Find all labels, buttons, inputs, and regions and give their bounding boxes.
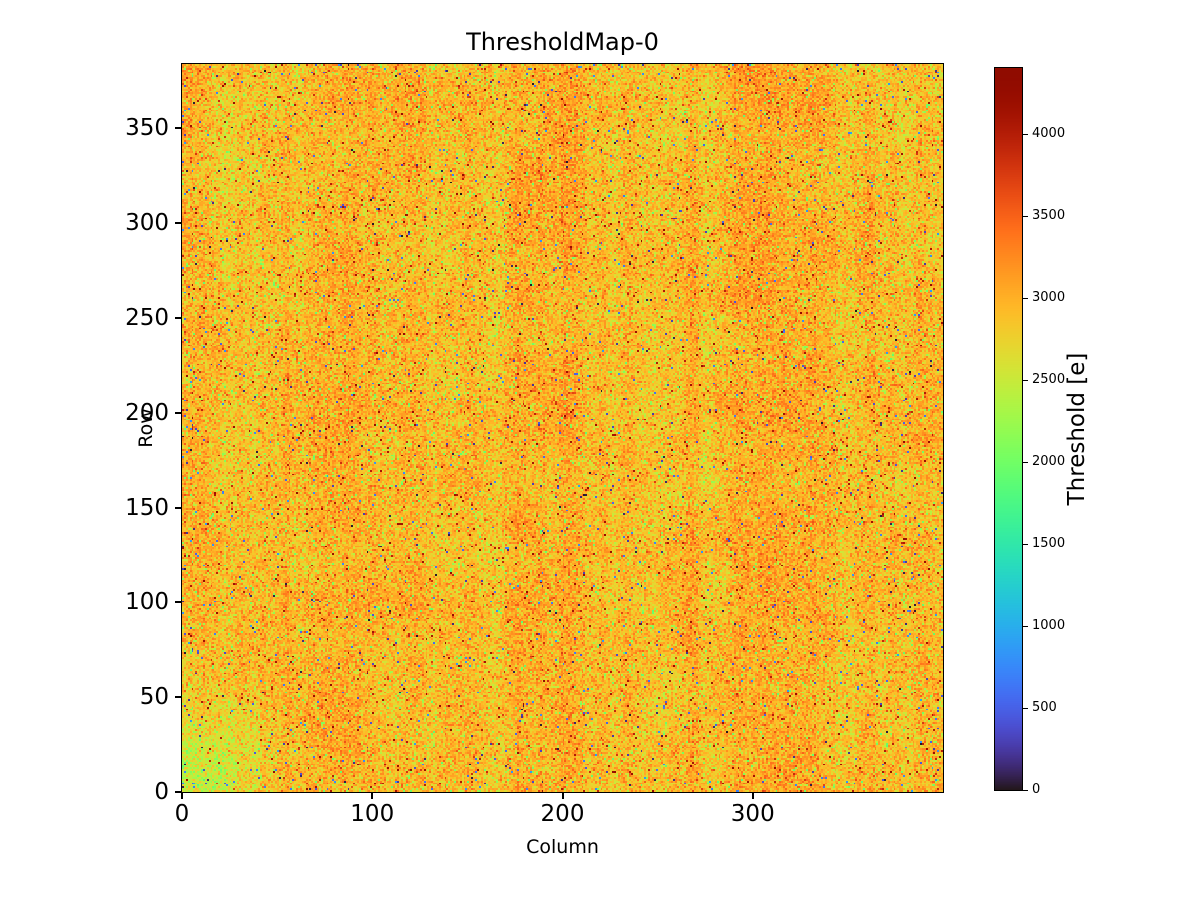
colorbar-tick-mark <box>1022 707 1028 709</box>
colorbar-tick-label: 3500 <box>1032 207 1066 223</box>
y-tick-mark <box>175 506 182 509</box>
colorbar-tick-label: 4000 <box>1032 125 1066 141</box>
y-tick-label: 50 <box>139 684 169 711</box>
y-tick-label: 250 <box>125 305 169 332</box>
colorbar-tick-mark <box>1022 625 1028 627</box>
colorbar-tick-label: 2500 <box>1032 371 1066 387</box>
y-tick-mark <box>175 791 182 793</box>
colorbar-tick-mark <box>1022 461 1028 463</box>
x-tick-label: 0 <box>174 801 190 827</box>
colorbar-label: Threshold [e] <box>1064 352 1090 506</box>
x-tick-mark <box>561 792 564 799</box>
y-tick-label: 300 <box>125 210 169 237</box>
y-tick-label: 0 <box>154 779 169 805</box>
x-tick-label: 100 <box>350 801 395 827</box>
colorbar-tick-mark <box>1022 297 1028 299</box>
y-tick-mark <box>175 127 182 130</box>
y-tick-mark <box>175 411 182 414</box>
y-tick-mark <box>175 222 182 225</box>
x-tick-label: 200 <box>540 801 585 827</box>
y-tick-label: 100 <box>125 589 169 616</box>
y-tick-label: 150 <box>125 494 169 521</box>
colorbar-tick-label: 3000 <box>1032 289 1066 305</box>
colorbar-tick-mark <box>1022 379 1028 381</box>
x-tick-label: 300 <box>730 801 775 827</box>
colorbar-tick-label: 500 <box>1032 699 1057 715</box>
x-tick-mark <box>181 792 183 799</box>
heatmap-image <box>181 63 944 793</box>
y-axis-label: Row <box>135 408 157 448</box>
colorbar-tick-label: 1500 <box>1032 535 1066 551</box>
colorbar <box>994 67 1023 791</box>
colorbar-tick-label: 1000 <box>1032 617 1066 633</box>
chart-title: ThresholdMap-0 <box>466 28 659 56</box>
y-tick-mark <box>175 601 182 604</box>
x-axis-label: Column <box>526 836 599 858</box>
colorbar-tick-label: 0 <box>1032 782 1041 797</box>
colorbar-tick-mark <box>1022 790 1028 791</box>
x-tick-mark <box>751 792 754 799</box>
y-tick-mark <box>175 317 182 320</box>
colorbar-tick-mark <box>1022 215 1028 217</box>
y-tick-label: 350 <box>125 115 169 142</box>
y-tick-mark <box>175 696 182 699</box>
colorbar-tick-label: 2000 <box>1032 453 1066 469</box>
y-tick-label: 200 <box>125 399 169 426</box>
x-tick-mark <box>371 792 374 799</box>
colorbar-tick-mark <box>1022 133 1028 135</box>
colorbar-tick-mark <box>1022 543 1028 545</box>
